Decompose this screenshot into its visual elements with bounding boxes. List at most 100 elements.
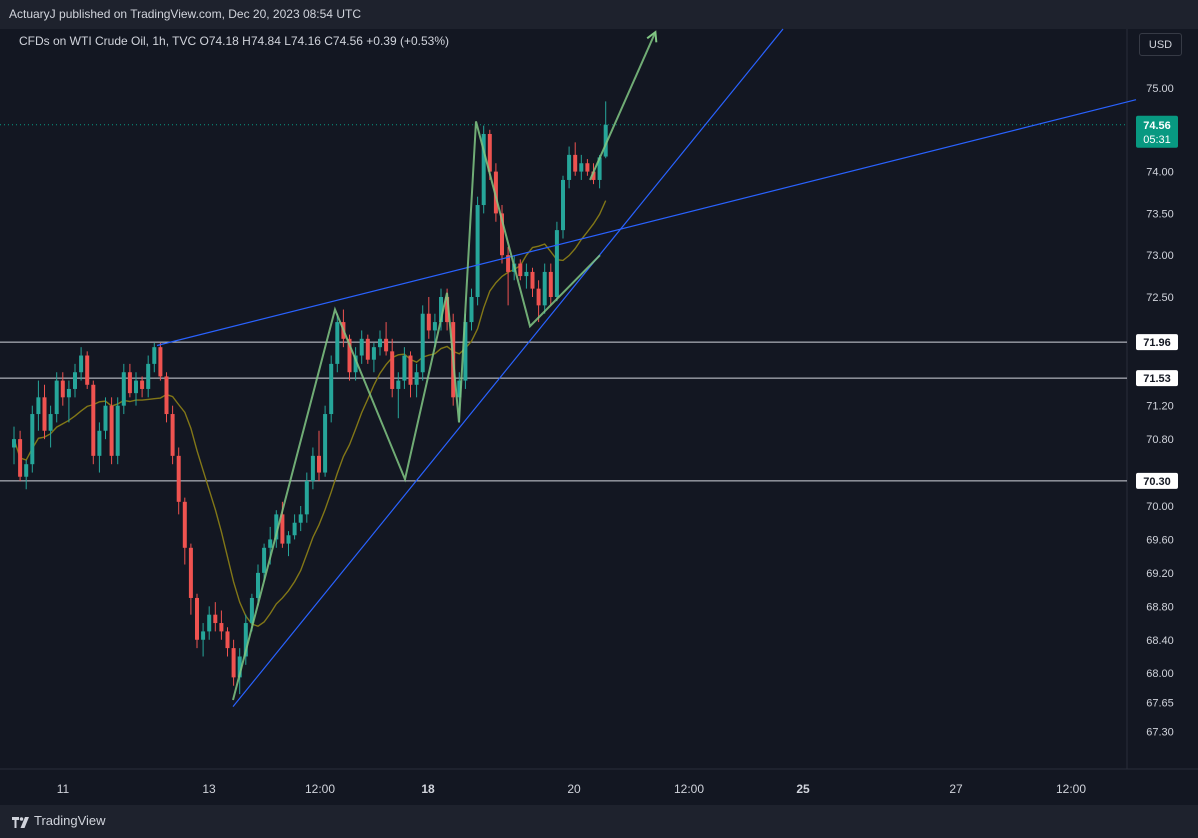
candle-body [561, 179, 565, 231]
candle-body [188, 547, 193, 598]
candle-body [24, 464, 29, 477]
candle-body [42, 397, 47, 431]
candle-body [591, 171, 596, 180]
x-tick-label: 12:00 [1056, 782, 1086, 796]
candle-body [60, 380, 65, 398]
candle-body [262, 547, 267, 573]
candle-body [390, 351, 395, 389]
candle-body [573, 154, 578, 172]
pattern-zigzag [232, 121, 601, 701]
candle-body [249, 597, 254, 624]
candle-body [457, 380, 462, 398]
candle-body [402, 355, 407, 381]
candle-body [518, 263, 523, 277]
publish-header: ActuaryJ published on TradingView.com, D… [0, 0, 1198, 29]
candle-body [396, 380, 401, 389]
x-tick-label: 11 [57, 782, 70, 796]
candle-body [225, 631, 230, 649]
candle-body [103, 405, 108, 431]
last-price-tag [1136, 115, 1178, 148]
candle-body [280, 514, 285, 544]
candle-body [439, 297, 443, 323]
x-tick-label: 27 [949, 782, 963, 796]
candle-body [524, 271, 529, 277]
candle-body [463, 322, 468, 381]
level-tag [1136, 472, 1178, 489]
price-chart[interactable]: 75.00 74.00 73.50 73.00 72.50 71.20 70.80 70.00… [0, 0, 1198, 805]
candle-body [481, 133, 486, 206]
candle-body [310, 455, 315, 481]
candle-body [30, 414, 35, 465]
candle-body [420, 313, 425, 373]
tradingview-logo-icon [12, 817, 29, 828]
candle-body [384, 338, 389, 352]
x-tick-label: 18 [421, 782, 435, 796]
hidden-helper [545, 172, 588, 214]
candle-body [292, 522, 297, 536]
candle-body [304, 480, 309, 515]
candle-body [213, 614, 218, 624]
candle-body [487, 133, 492, 172]
moving-average-line [13, 200, 607, 627]
candle-body [365, 338, 370, 360]
footer-bar: TradingView [0, 805, 1198, 838]
x-tick-label: 12:00 [305, 782, 335, 796]
moving-average [13, 200, 607, 627]
x-tick-label: 25 [796, 782, 810, 796]
candle-body [329, 363, 334, 415]
bar-countdown: 05:31 [1143, 134, 1171, 146]
level-tag-label: 71.96 [1143, 337, 1171, 349]
candle-body [500, 213, 504, 256]
candle-body [54, 380, 59, 415]
level-tag-label: 70.30 [1143, 476, 1171, 488]
candle-body [66, 388, 71, 398]
candle-body [432, 322, 437, 331]
y-tick-label: 67.30 [1146, 727, 1174, 739]
candle-body [506, 255, 511, 272]
candle-body [530, 271, 535, 289]
candle-body [140, 380, 145, 389]
candle-body [243, 623, 248, 657]
symbol-legend: CFDs on WTI Crude Oil, 1h, TVC O74.18 H7… [19, 34, 450, 48]
price-axis: 75.00 74.00 73.50 73.00 72.50 71.20 70.80 70.00… [1146, 83, 1174, 739]
currency-button[interactable]: USD [1139, 33, 1182, 56]
candle-body [317, 455, 321, 473]
candle-body [207, 614, 212, 632]
candle-body [158, 347, 163, 377]
candle-body [121, 372, 126, 406]
y-tick-label: 67.65 [1146, 697, 1174, 709]
publish-line: ActuaryJ published on TradingView.com, D… [9, 7, 361, 21]
candle-body [195, 597, 199, 640]
candle-body [408, 355, 413, 385]
level-tag [1136, 370, 1178, 387]
candle-body [298, 514, 303, 523]
candle-body [48, 414, 53, 431]
y-tick-label: 75.00 [1146, 83, 1174, 95]
x-tick-label: 20 [567, 782, 581, 796]
candle-body [371, 347, 376, 360]
y-tick-label: 73.00 [1146, 250, 1174, 262]
drawings [156, 28, 1137, 708]
y-tick-label: 71.20 [1146, 401, 1174, 413]
candle-body [91, 384, 96, 456]
candle-body [542, 271, 547, 306]
y-tick-label: 74.00 [1146, 167, 1174, 179]
candle-body [286, 535, 291, 544]
candle-body [79, 355, 84, 373]
y-tick-label: 68.00 [1146, 668, 1174, 680]
candle-body [73, 372, 77, 389]
candle-body [134, 380, 138, 394]
candle-body [597, 157, 602, 180]
candle-body [347, 338, 352, 373]
candle-body [493, 171, 498, 214]
candle-body [176, 455, 181, 502]
candle-body [146, 363, 151, 389]
candle-body [164, 376, 169, 415]
candles [12, 101, 608, 695]
candle-body [109, 405, 114, 456]
candle-body [36, 397, 41, 415]
candle-body [219, 623, 224, 632]
candle-body [414, 372, 419, 385]
time-axis: 11 13 12:00 18 20 12:00 25 27 12:00 [57, 782, 1087, 796]
candle-body [603, 124, 608, 157]
